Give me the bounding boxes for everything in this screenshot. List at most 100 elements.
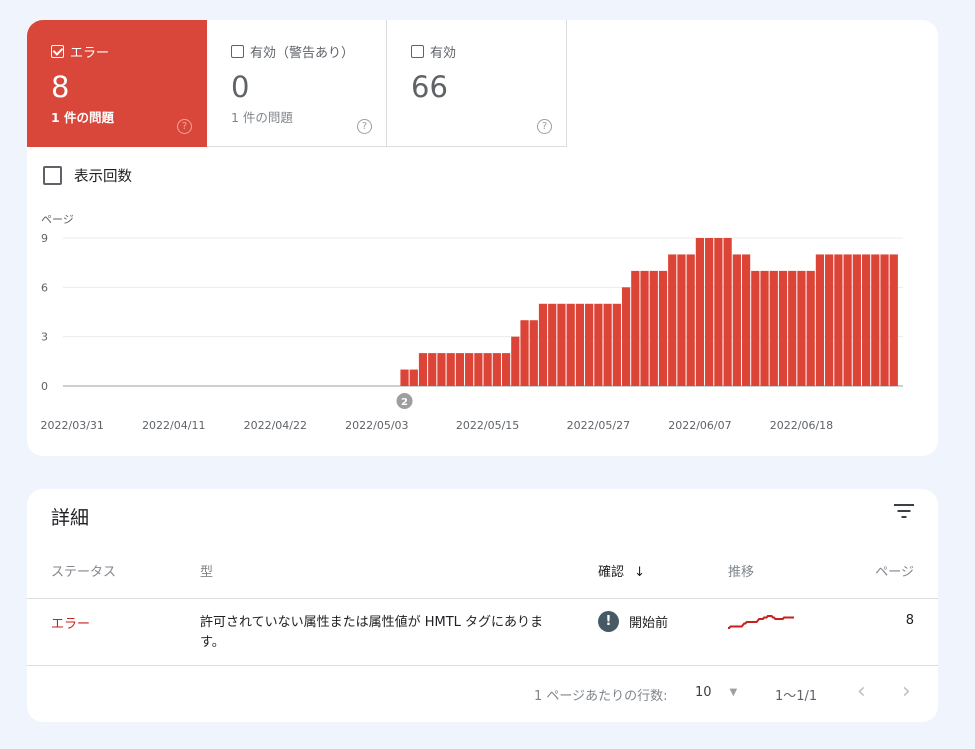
tile-error[interactable]: エラー 8 1 件の問題 ? — [27, 20, 207, 147]
bar[interactable] — [649, 270, 658, 386]
bar[interactable] — [640, 270, 649, 386]
help-icon[interactable]: ? — [177, 119, 192, 134]
y-tick-label: 9 — [41, 232, 48, 245]
bar[interactable] — [788, 270, 797, 386]
y-axis-label: ページ — [41, 213, 74, 226]
bar[interactable] — [825, 254, 834, 386]
filter-icon[interactable] — [894, 503, 914, 519]
bar[interactable] — [418, 353, 428, 386]
details-card: 詳細 ステータス 型 確認 ↓ 推移 ページ エラー 許可されていない属性または… — [27, 489, 938, 722]
bar[interactable] — [409, 369, 418, 386]
details-title: 詳細 — [51, 507, 90, 529]
rows-per-page-value: 10 — [695, 685, 712, 700]
bar[interactable] — [797, 270, 806, 386]
bar[interactable] — [760, 270, 769, 386]
bar[interactable] — [585, 303, 594, 386]
bar[interactable] — [732, 254, 741, 386]
tile-value: 0 — [231, 70, 250, 104]
col-validation[interactable]: 確認 ↓ — [598, 561, 645, 580]
bar[interactable] — [575, 303, 585, 386]
bar[interactable] — [474, 353, 483, 386]
checkbox-icon[interactable] — [411, 45, 424, 58]
bar[interactable] — [557, 303, 566, 386]
bar[interactable] — [483, 353, 492, 386]
bar[interactable] — [538, 303, 548, 386]
x-tick-label: 2022/06/18 — [770, 419, 833, 432]
bar[interactable] — [520, 320, 529, 386]
tile-sub: 1 件の問題 — [51, 110, 115, 125]
bar[interactable] — [446, 353, 455, 386]
bar[interactable] — [501, 353, 511, 386]
bar[interactable] — [889, 254, 898, 386]
bar[interactable] — [594, 303, 603, 386]
table-row[interactable]: エラー 許可されていない属性または属性値が HMTL タグにあります。 ! 開始… — [27, 598, 938, 666]
bar[interactable] — [566, 303, 575, 386]
x-tick-label: 2022/04/22 — [244, 419, 307, 432]
col-status[interactable]: ステータス — [51, 565, 117, 580]
page-range: 1〜1/1 — [775, 689, 818, 704]
bar[interactable] — [529, 320, 538, 386]
bar[interactable] — [723, 238, 732, 386]
next-page-button[interactable]: › — [902, 679, 911, 704]
bar[interactable] — [815, 254, 825, 386]
col-pages[interactable]: ページ — [875, 565, 914, 580]
tile-valid[interactable]: 有効 66 ? — [387, 20, 567, 147]
bar[interactable] — [852, 254, 861, 386]
bar[interactable] — [492, 353, 501, 386]
bar[interactable] — [465, 353, 474, 386]
bar[interactable] — [612, 303, 621, 386]
help-icon[interactable]: ? — [537, 119, 552, 134]
row-status: エラー — [51, 617, 91, 632]
checkbox-icon[interactable] — [43, 166, 62, 185]
bar[interactable] — [871, 254, 880, 386]
bar[interactable] — [658, 270, 668, 386]
bar[interactable] — [511, 336, 520, 386]
help-icon[interactable]: ? — [357, 119, 372, 134]
bar[interactable] — [428, 353, 437, 386]
bar[interactable] — [834, 254, 843, 386]
bar[interactable] — [631, 270, 640, 386]
impressions-label: 表示回数 — [74, 169, 132, 185]
tile-value: 66 — [411, 70, 448, 104]
bar[interactable] — [400, 369, 409, 386]
annotation-marker[interactable] — [396, 393, 413, 409]
bar[interactable] — [603, 303, 612, 386]
x-tick-label: 2022/05/27 — [567, 419, 630, 432]
bar[interactable] — [677, 254, 686, 386]
bar[interactable] — [705, 238, 714, 386]
bar[interactable] — [455, 353, 465, 386]
tile-valid-warning[interactable]: 有効（警告あり） 0 1 件の問題 ? — [207, 20, 387, 147]
bar[interactable] — [695, 238, 705, 386]
bar[interactable] — [741, 254, 751, 386]
dropdown-arrow-icon: ▼ — [729, 687, 738, 698]
bar[interactable] — [806, 270, 815, 386]
y-tick-label: 3 — [41, 331, 48, 344]
bar[interactable] — [861, 254, 871, 386]
prev-page-button[interactable]: ‹ — [857, 679, 866, 704]
bar[interactable] — [548, 303, 557, 386]
col-trend[interactable]: 推移 — [728, 565, 755, 580]
bar-chart: ページ 0 3 6 9 2022/03/31 2022/04/11 2022/04/22 20… — [41, 213, 903, 432]
checkbox-checked-icon[interactable] — [51, 45, 64, 58]
col-type[interactable]: 型 — [200, 565, 214, 580]
row-type: 許可されていない属性または属性値が HMTL タグにあります。 — [200, 615, 544, 650]
bar[interactable] — [686, 254, 695, 386]
x-tick-label: 2022/03/31 — [41, 419, 104, 432]
rows-per-page-select[interactable]: 10 ▼ — [695, 685, 737, 701]
bar[interactable] — [714, 238, 723, 386]
bar[interactable] — [880, 254, 889, 386]
bar[interactable] — [751, 270, 760, 386]
annotation-label: 2 — [401, 397, 408, 408]
checkbox-icon[interactable] — [231, 45, 244, 58]
bar[interactable] — [769, 270, 778, 386]
alert-icon: ! — [598, 611, 619, 632]
bar[interactable] — [621, 287, 631, 386]
bar[interactable] — [778, 270, 788, 386]
bar[interactable] — [843, 254, 852, 386]
tile-label: 有効 — [430, 46, 457, 61]
impressions-toggle[interactable]: 表示回数 — [43, 165, 132, 186]
bar[interactable] — [437, 353, 446, 386]
bar[interactable] — [668, 254, 677, 386]
x-tick-label: 2022/04/11 — [142, 419, 205, 432]
sort-arrow-icon: ↓ — [634, 565, 646, 580]
